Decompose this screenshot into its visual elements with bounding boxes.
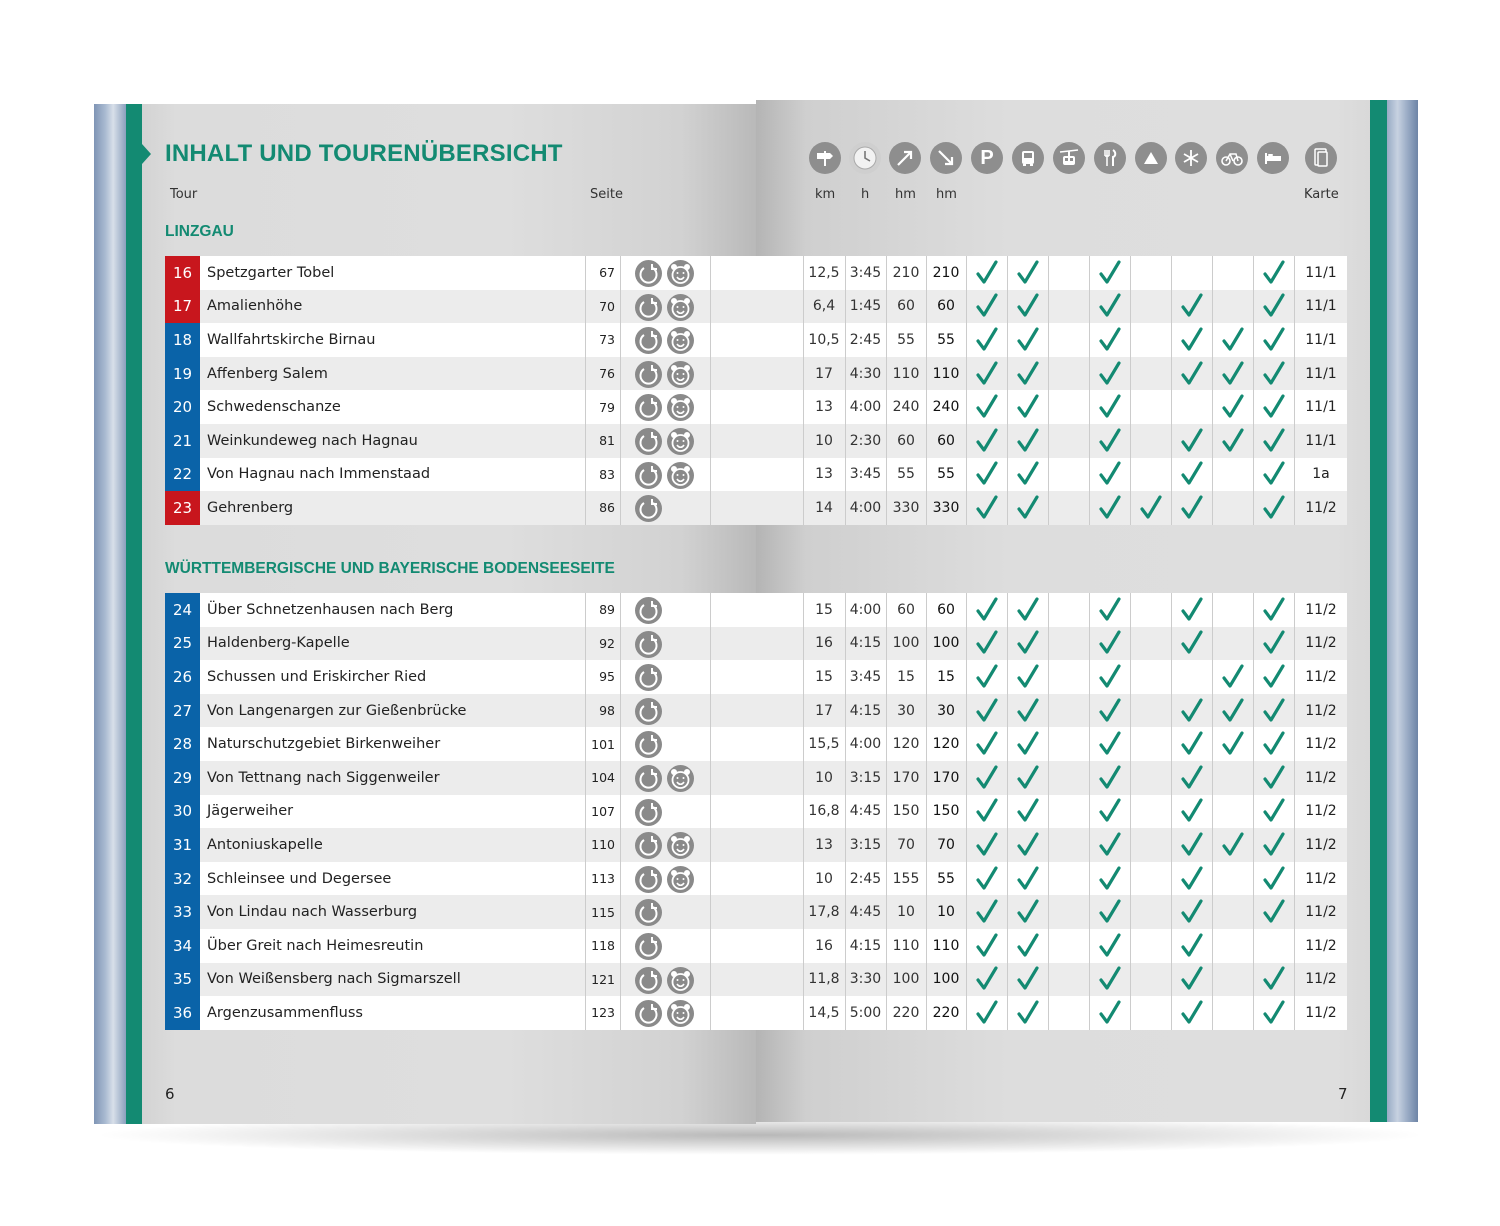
left-accent-band [126, 104, 142, 1124]
section-title-linzgau: LINZGAU [165, 223, 234, 240]
ascent-icon [889, 142, 921, 174]
column-icon-row: P [0, 142, 1500, 174]
header-karte: Karte [1304, 187, 1339, 202]
section-title-bodenseeseite: WÜRTTEMBERGISCHE UND BAYERISCHE BODENSEE… [165, 560, 615, 577]
winter-icon [1175, 142, 1207, 174]
page-number-left: 6 [165, 1085, 175, 1103]
book-edge-left [94, 104, 126, 1124]
page-title: INHALT UND TOURENÜBERSICHT [165, 140, 563, 167]
descent-icon [930, 142, 962, 174]
header-h: h [861, 187, 870, 202]
map-icon [1305, 142, 1337, 174]
right-accent-band [1370, 100, 1387, 1122]
header-hm-up: hm [895, 187, 916, 202]
right-page [756, 100, 1386, 1122]
parking-icon: P [971, 142, 1003, 174]
signpost-icon [809, 142, 841, 174]
left-page [126, 104, 756, 1124]
lodging-icon [1257, 142, 1289, 174]
header-km: km [815, 187, 836, 202]
bus-icon [1012, 142, 1044, 174]
cable-car-icon [1053, 142, 1085, 174]
book-edge-right [1384, 100, 1418, 1122]
bicycle-icon [1216, 142, 1248, 174]
clock-icon [849, 142, 881, 174]
header-tour: Tour [170, 187, 198, 202]
header-seite: Seite [590, 187, 623, 202]
header-hm-down: hm [936, 187, 957, 202]
restaurant-icon [1094, 142, 1126, 174]
left-accent-arrow [142, 144, 151, 164]
page-number-right: 7 [1338, 1085, 1348, 1103]
summit-icon [1135, 142, 1167, 174]
